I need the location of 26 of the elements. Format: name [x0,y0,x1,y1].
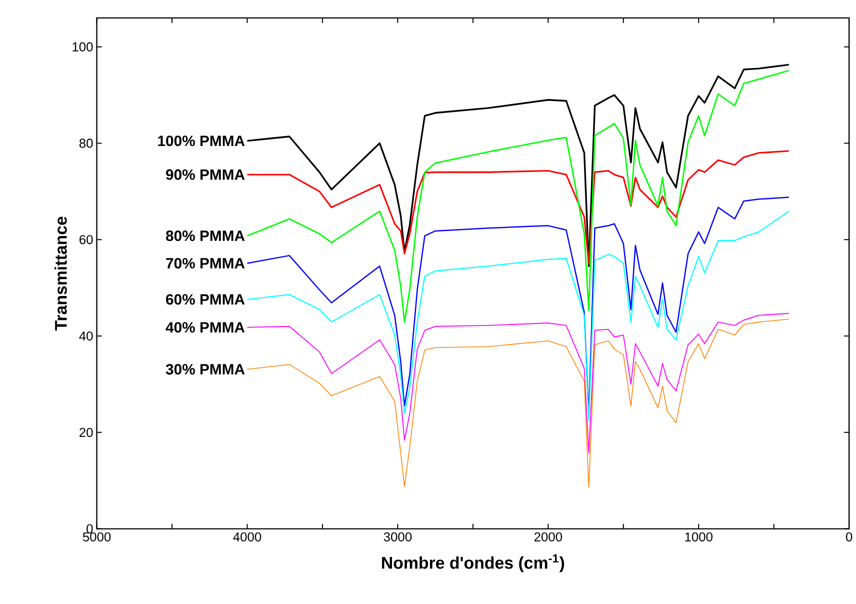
series-label: 70% PMMA [166,258,245,269]
series-label: 40% PMMA [166,322,245,333]
series-label: 30% PMMA [166,364,245,375]
y-tick-label: 20 [80,428,93,438]
line-series [246,313,790,454]
x-axis-title: Nombre d'ondes (cm$^{-1}$) [382,554,564,572]
line-series [246,64,790,268]
y-tick-label: 0 [86,524,93,534]
line-series [246,150,790,265]
series-label: 90% PMMA [166,169,245,180]
series-label: 80% PMMA [166,230,245,242]
y-tick-label: 80 [79,138,93,148]
series-label: 60% PMMA [166,294,245,305]
x-tick-label: 2000 [534,532,562,542]
y-tick-label: 100 [72,42,93,52]
x-tick-label: 5000 [82,532,111,542]
x-tick-label: 0 [846,532,852,542]
x-tick-label: 1000 [685,532,712,542]
x-tick-label: 3000 [384,532,412,542]
line-series [246,318,790,488]
x-tick-label: 4000 [233,532,262,542]
y-tick-label: 60 [80,235,93,244]
y-axis-title: Transmittance [54,216,67,331]
y-tick-label: 40 [79,332,93,341]
series-label: 100% PMMA [158,136,245,146]
line-series [246,70,790,323]
